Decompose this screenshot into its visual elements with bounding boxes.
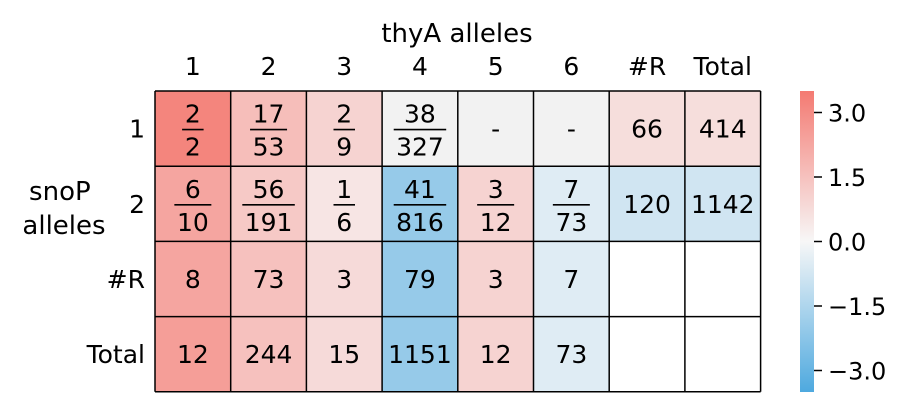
y-axis-label-line-1: snoP	[29, 177, 91, 207]
cell-numerator: 6	[185, 175, 201, 204]
y-tick-label: Total	[86, 340, 145, 369]
heatmap-cell	[533, 91, 610, 167]
heatmap-cell	[382, 166, 458, 242]
x-tick-label: 2	[261, 52, 277, 81]
heatmap-cell	[382, 316, 458, 392]
y-tick-label: #R	[107, 265, 145, 294]
cell-numerator: 2	[185, 100, 201, 129]
x-tick-labels: 1 2 3 4 5 6 #R Total	[185, 52, 752, 81]
x-tick-label: Total	[693, 52, 752, 81]
heatmap-cell	[457, 316, 534, 392]
cell-numerator: 1	[336, 175, 352, 204]
cell-denominator: 53	[253, 133, 285, 162]
x-tick-label: 5	[488, 52, 504, 81]
colorbar-tick-label: 0.0	[828, 229, 866, 257]
y-tick-labels: 1 2 #R Total	[86, 115, 145, 370]
cell-value: -	[567, 115, 576, 144]
cell-value: 12	[480, 340, 512, 369]
cell-value: 3	[488, 265, 504, 294]
heatmap-cell	[684, 241, 761, 317]
heatmap-cell	[609, 241, 685, 317]
heatmap-cell	[609, 166, 685, 242]
cell-denominator: 327	[396, 133, 444, 162]
heatmap-cell	[533, 316, 610, 392]
cell-value: 8	[185, 265, 201, 294]
cell-numerator: 7	[563, 175, 579, 204]
heatmap-cell	[155, 166, 231, 242]
cell-denominator: 2	[185, 133, 201, 162]
heatmap-cell	[457, 166, 534, 242]
cell-value: 244	[245, 340, 293, 369]
cell-denominator: 816	[396, 208, 444, 237]
heatmap-cell	[230, 166, 307, 242]
cell-value: 1142	[691, 190, 755, 219]
cell-value: 3	[336, 265, 352, 294]
heatmap-cell	[155, 91, 231, 167]
y-tick-label: 1	[129, 115, 145, 144]
heatmap-cell	[609, 316, 685, 392]
heatmap-cell	[155, 316, 231, 392]
cell-numerator: 2	[336, 100, 352, 129]
cell-denominator: 9	[336, 133, 352, 162]
heatmap-cell	[382, 241, 458, 317]
colorbar-tick-label: −1.5	[828, 293, 886, 321]
colorbar	[800, 91, 814, 392]
heatmap-cell	[609, 91, 685, 167]
cell-denominator: 191	[245, 208, 293, 237]
heatmap-cell	[457, 91, 534, 167]
cell-value: 414	[699, 115, 747, 144]
colorbar-ticks: 3.0 1.5 0.0 −1.5 −3.0	[814, 100, 886, 386]
y-tick-label: 2	[129, 190, 145, 219]
heatmap-cell	[684, 166, 761, 242]
cell-value: 12	[177, 340, 209, 369]
x-tick-label: #R	[628, 52, 666, 81]
cell-denominator: 10	[177, 208, 209, 237]
x-tick-label: 3	[336, 52, 352, 81]
heatmap-cell	[230, 316, 307, 392]
heatmap-cell	[230, 91, 307, 167]
cell-denominator: 73	[555, 208, 587, 237]
cell-value: 66	[631, 115, 663, 144]
cell-denominator: 6	[336, 208, 352, 237]
heatmap-cell	[306, 91, 383, 167]
y-axis-label-line-2: alleles	[22, 211, 105, 241]
y-axis-label: snoP alleles	[22, 177, 105, 241]
cell-value: 73	[555, 340, 587, 369]
x-tick-label: 6	[563, 52, 579, 81]
cell-value: 1151	[388, 340, 452, 369]
cell-numerator: 3	[488, 175, 504, 204]
heatmap-cell	[306, 166, 383, 242]
cell-value: 7	[563, 265, 579, 294]
cell-denominator: 12	[480, 208, 512, 237]
cell-value: 120	[623, 190, 671, 219]
x-tick-label: 1	[185, 52, 201, 81]
x-tick-label: 4	[412, 52, 428, 81]
cell-value: -	[491, 115, 500, 144]
heatmap-cell	[306, 241, 383, 317]
cell-numerator: 41	[404, 175, 436, 204]
heatmap-cell	[533, 166, 610, 242]
heatmap-cell	[457, 241, 534, 317]
colorbar-tick-label: −3.0	[828, 358, 886, 386]
colorbar-tick-label: 1.5	[828, 164, 866, 192]
cell-numerator: 17	[253, 100, 285, 129]
heatmap-cell	[306, 316, 383, 392]
cell-value: 73	[253, 265, 285, 294]
cell-numerator: 38	[404, 100, 436, 129]
heatmap-cell	[155, 241, 231, 317]
heatmap-cell	[533, 241, 610, 317]
x-axis-label: thyA alleles	[381, 19, 532, 49]
heatmap-cell	[684, 91, 761, 167]
cell-numerator: 56	[253, 175, 285, 204]
heatmap-cell	[230, 241, 307, 317]
heatmap-cell	[382, 91, 458, 167]
cell-value: 79	[404, 265, 436, 294]
heatmap-cell	[684, 316, 761, 392]
heatmap-grid	[154, 90, 762, 393]
colorbar-tick-label: 3.0	[828, 100, 866, 128]
cell-value: 15	[328, 340, 360, 369]
